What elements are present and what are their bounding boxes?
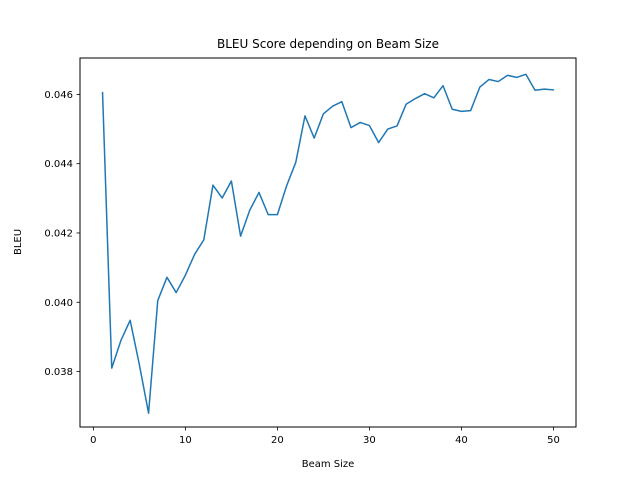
x-tick-label: 30 [363, 435, 376, 446]
x-tick-label: 0 [90, 435, 96, 446]
x-tick-label: 40 [455, 435, 468, 446]
y-tick-label: 0.040 [44, 298, 73, 309]
x-tick-label: 10 [179, 435, 192, 446]
x-axis-label: Beam Size [302, 459, 355, 470]
x-axis-ticks: 0 10 20 30 40 50 [90, 427, 560, 446]
plot-area [80, 58, 576, 427]
y-axis-label: BLEU [13, 229, 24, 255]
y-tick-label: 0.038 [44, 367, 73, 378]
y-tick-label: 0.046 [44, 90, 73, 101]
y-axis-ticks: 0.038 0.040 0.042 0.044 0.046 [44, 90, 80, 378]
y-tick-label: 0.042 [44, 228, 73, 239]
y-tick-label: 0.044 [44, 159, 73, 170]
x-tick-label: 20 [271, 435, 284, 446]
plot-frame [79, 57, 577, 428]
chart-title: BLEU Score depending on Beam Size [217, 37, 439, 51]
series-line [101, 73, 555, 414]
x-tick-label: 50 [547, 435, 560, 446]
series-layer [101, 73, 555, 414]
